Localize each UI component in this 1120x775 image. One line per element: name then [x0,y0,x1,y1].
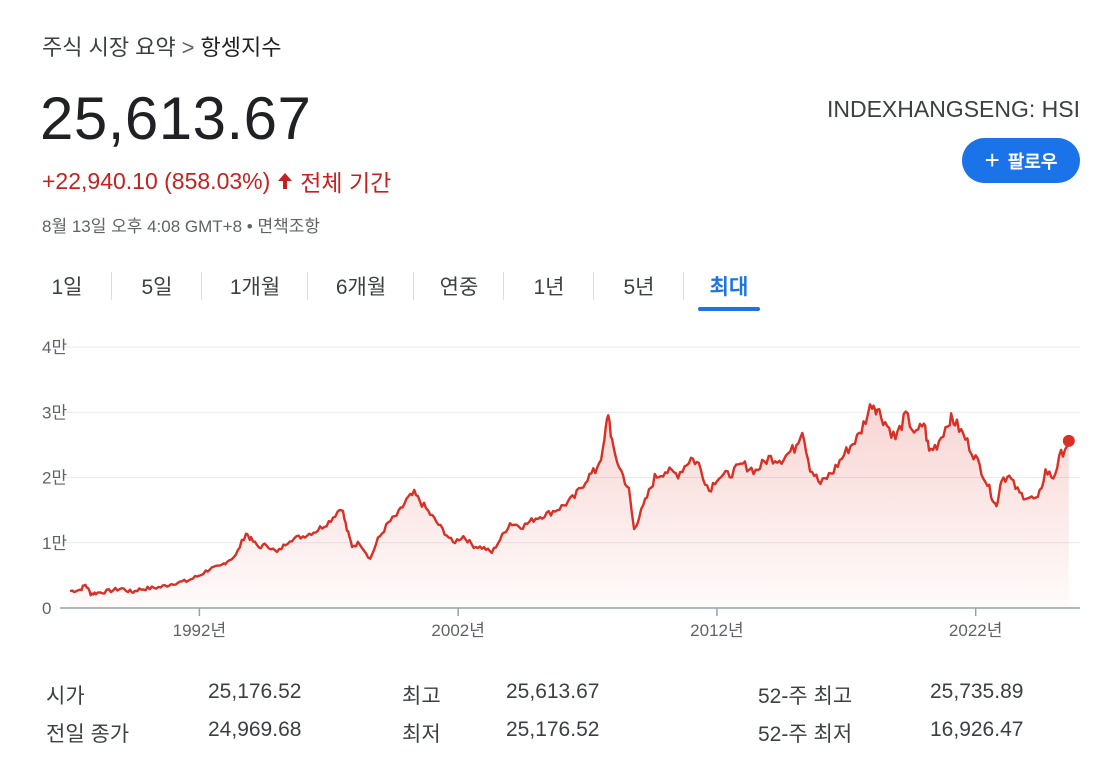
breadcrumb-parent-link[interactable]: 주식 시장 요약 [42,35,176,60]
follow-button-label: 팔로우 [1007,151,1058,172]
tab-label: 최대 [709,276,749,299]
price-chart[interactable]: 0 1만 2만 3만 4만 1992년 2002년 2012년 2022년 [0,330,1120,650]
stat-label-open: 시가 [46,685,85,708]
tab-1-year[interactable]: 1년 [504,264,594,308]
price-change-value: +22,940.10 (858.03%) [42,167,271,194]
stat-label-52w-high: 52-주 최고 [758,685,853,708]
current-price-marker [1062,434,1075,447]
breadcrumb-separator: > [181,35,195,60]
tab-1-day[interactable]: 1일 [22,264,112,308]
x-tick-label: 2022년 [949,621,1002,640]
ticker-symbol: INDEXHANGSENG: HSI [826,96,1080,122]
y-tick-label: 4만 [42,338,67,357]
stat-label-high: 최고 [402,685,441,708]
tab-ytd[interactable]: 연중 [414,264,504,308]
stat-value-high: 25,613.67 [506,680,600,703]
tab-label: 1일 [51,276,83,299]
plus-icon: + [984,144,1000,175]
tab-label: 6개월 [335,276,387,299]
x-tick-label: 2002년 [431,621,484,640]
stat-value-52w-high: 25,735.89 [930,680,1024,703]
stat-label-52w-low: 52-주 최저 [758,723,853,746]
y-tick-label: 2만 [42,469,67,488]
price-line [69,403,1070,597]
stat-label-low: 최저 [402,723,441,746]
stat-label-prev-close: 전일 종가 [46,723,130,746]
tab-label: 5일 [141,276,173,299]
y-tick-label: 0 [42,599,51,618]
price-change: +22,940.10 (858.03%) 전체 기간 [42,164,391,198]
tab-label: 1년 [533,276,565,299]
breadcrumb: 주식 시장 요약 > 항셍지수 [42,30,282,62]
tab-1-month[interactable]: 1개월 [202,264,308,308]
tab-5-day[interactable]: 5일 [112,264,202,308]
time-range-tabs: 1일 5일 1개월 6개월 연중 1년 5년 최대 [22,264,774,312]
arrow-up-icon [278,173,293,189]
breadcrumb-current: 항셍지수 [200,35,282,60]
tab-5-year[interactable]: 5년 [594,264,684,308]
y-tick-label: 3만 [42,403,67,422]
tab-label: 1개월 [229,276,281,299]
x-tick-label: 1992년 [173,621,226,640]
tab-max[interactable]: 최대 [684,264,774,311]
y-tick-label: 1만 [42,534,67,553]
timestamp-disclaimer: 8월 13일 오후 4:08 GMT+8 • 면책조항 [42,217,321,236]
price-area-fill [70,404,1069,608]
tab-6-month[interactable]: 6개월 [308,264,414,308]
stat-value-prev-close: 24,969.68 [208,718,302,741]
x-tick-label: 2012년 [690,621,743,640]
current-price: 25,613.67 [40,85,312,152]
tab-label: 연중 [439,276,479,299]
price-change-period: 전체 기간 [300,170,392,196]
tab-label: 5년 [623,276,655,299]
stat-value-open: 25,176.52 [208,680,302,703]
stat-value-low: 25,176.52 [506,718,600,741]
follow-button[interactable]: + 팔로우 [962,138,1080,183]
stat-value-52w-low: 16,926.47 [930,718,1024,741]
